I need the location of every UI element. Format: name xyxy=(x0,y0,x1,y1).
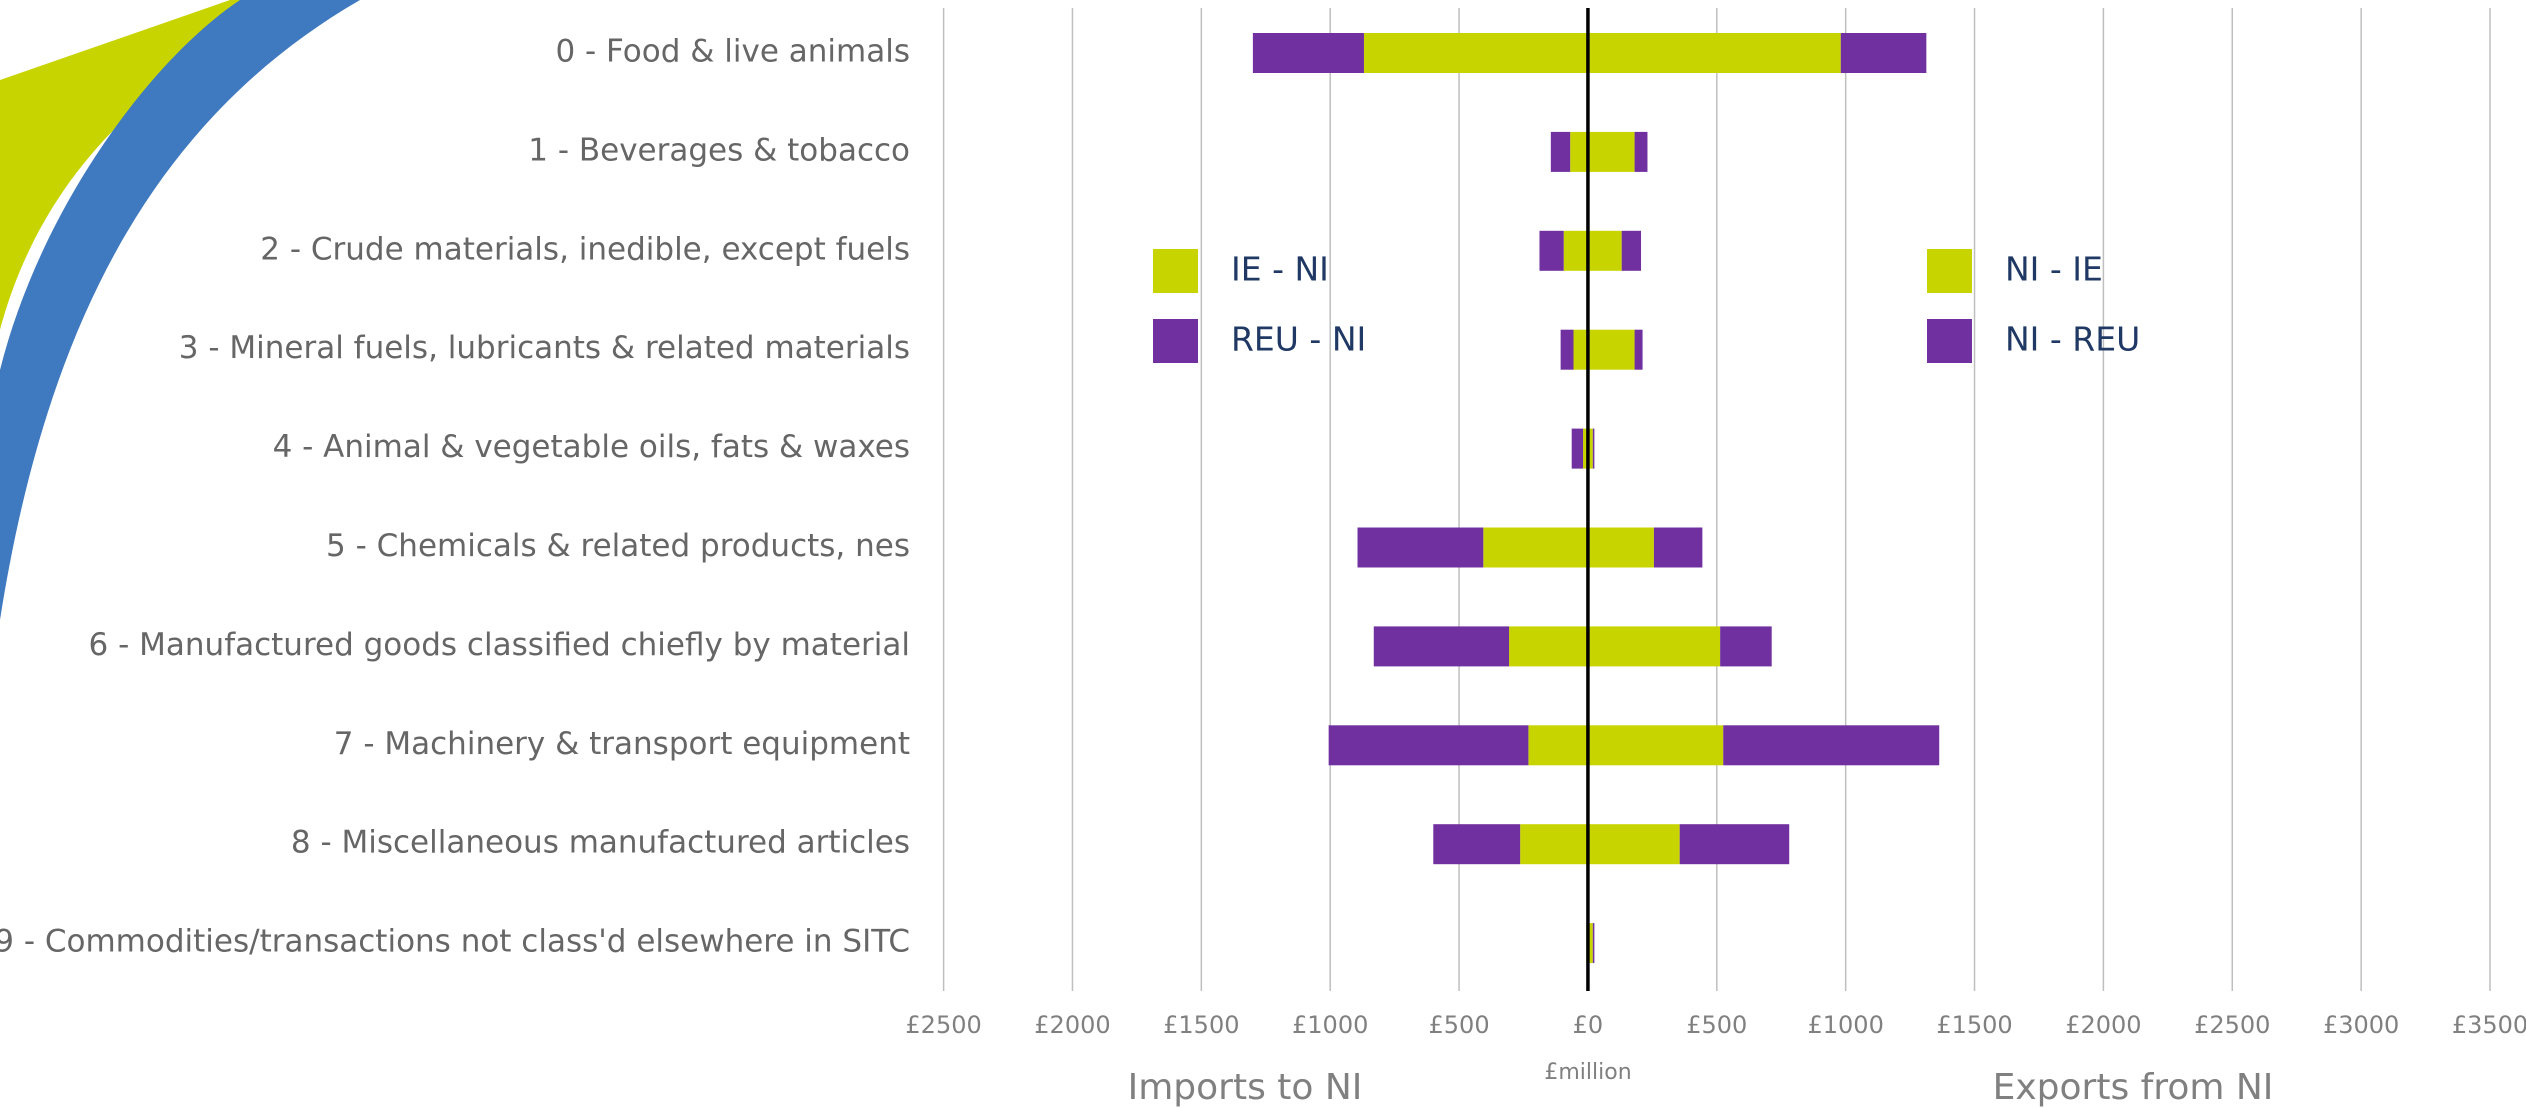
bar-segment xyxy=(1563,230,1588,271)
category-label: 0 - Food & live animals xyxy=(555,34,910,70)
legend-swatch xyxy=(1153,249,1198,293)
x-tick-label: £2500 xyxy=(2194,1011,2270,1039)
bar-segment xyxy=(1363,33,1588,73)
bar-segment xyxy=(1587,428,1593,469)
bar-segment xyxy=(1357,527,1484,568)
bar-segment xyxy=(1587,329,1635,370)
bar-segment xyxy=(1840,33,1927,73)
legend-label: IE - NI xyxy=(1231,250,1329,289)
bar-segment xyxy=(1587,527,1654,568)
x-tick-label: £0 xyxy=(1573,1011,1604,1039)
bar-segment xyxy=(1587,131,1635,172)
x-tick-label: £2000 xyxy=(2065,1011,2141,1039)
x-tick-label: £3000 xyxy=(2323,1011,2399,1039)
category-label: 9 - Commodities/transactions not class'd… xyxy=(0,924,910,960)
bar-segment xyxy=(1723,725,1940,766)
bar-segment xyxy=(1587,230,1622,271)
legend-swatch xyxy=(1153,319,1198,363)
x-tick-label: £1500 xyxy=(1936,1011,2012,1039)
x-tick-label: £2500 xyxy=(905,1011,981,1039)
category-label: 1 - Beverages & tobacco xyxy=(528,132,910,168)
legend-label: NI - REU xyxy=(2005,320,2140,359)
legend-label: NI - IE xyxy=(2005,250,2103,289)
x-tick-label: £3500 xyxy=(2452,1011,2526,1039)
bar-segment xyxy=(1550,131,1571,172)
bar-segment xyxy=(1528,725,1588,766)
bar-segment xyxy=(1587,824,1680,865)
category-label: 3 - Mineral fuels, lubricants & related … xyxy=(179,330,910,366)
legend-label: REU - NI xyxy=(1231,320,1366,359)
bar-segment xyxy=(1634,329,1643,370)
bar-segment xyxy=(1621,230,1642,271)
bar-segment xyxy=(1328,725,1529,766)
x-tick-label: £500 xyxy=(1686,1011,1747,1039)
bar-segment xyxy=(1587,725,1724,766)
bar-segment xyxy=(1560,329,1574,370)
bar-segment xyxy=(1373,626,1510,667)
bar-segment xyxy=(1483,527,1588,568)
category-label: 4 - Animal & vegetable oils, fats & waxe… xyxy=(273,429,910,465)
legend-swatch xyxy=(1927,249,1972,293)
left-axis-label: Imports to NI xyxy=(1128,1067,1363,1108)
x-tick-label: £1500 xyxy=(1163,1011,1239,1039)
category-label: 2 - Crude materials, inedible, except fu… xyxy=(260,231,910,267)
bar-segment xyxy=(1587,33,1841,73)
decor-swoosh-lime xyxy=(0,0,330,330)
category-label: 6 - Manufactured goods classified chiefl… xyxy=(89,627,910,663)
bar-segment xyxy=(1573,329,1588,370)
x-axis-title: £million xyxy=(1544,1060,1631,1085)
bar-segment xyxy=(1587,923,1593,964)
bar-segment xyxy=(1587,626,1721,667)
right-axis-label: Exports from NI xyxy=(1993,1067,2274,1108)
x-tick-label: £1000 xyxy=(1807,1011,1883,1039)
bar-segment xyxy=(1539,230,1564,271)
legend-swatch xyxy=(1927,319,1972,363)
bar-segment xyxy=(1520,824,1588,865)
bar-segment xyxy=(1509,626,1588,667)
bar-segment xyxy=(1592,428,1595,469)
x-tick-label: £1000 xyxy=(1292,1011,1368,1039)
bar-segment xyxy=(1634,131,1648,172)
bar-segment xyxy=(1583,428,1588,469)
bar-segment xyxy=(1592,923,1595,964)
x-tick-label: £2000 xyxy=(1034,1011,1110,1039)
bar-segment xyxy=(1252,33,1364,73)
bar-segment xyxy=(1571,428,1584,469)
bar-segment xyxy=(1653,527,1703,568)
decor-swoosh-blue xyxy=(0,0,360,620)
category-label: 8 - Miscellaneous manufactured articles xyxy=(291,825,910,861)
category-label: 5 - Chemicals & related products, nes xyxy=(326,528,910,564)
bar-segment xyxy=(1570,131,1588,172)
bar-segment xyxy=(1433,824,1521,865)
bar-segment xyxy=(1679,824,1790,865)
bar-segment xyxy=(1720,626,1772,667)
category-label: 7 - Machinery & transport equipment xyxy=(334,726,910,762)
x-tick-label: £500 xyxy=(1429,1011,1490,1039)
